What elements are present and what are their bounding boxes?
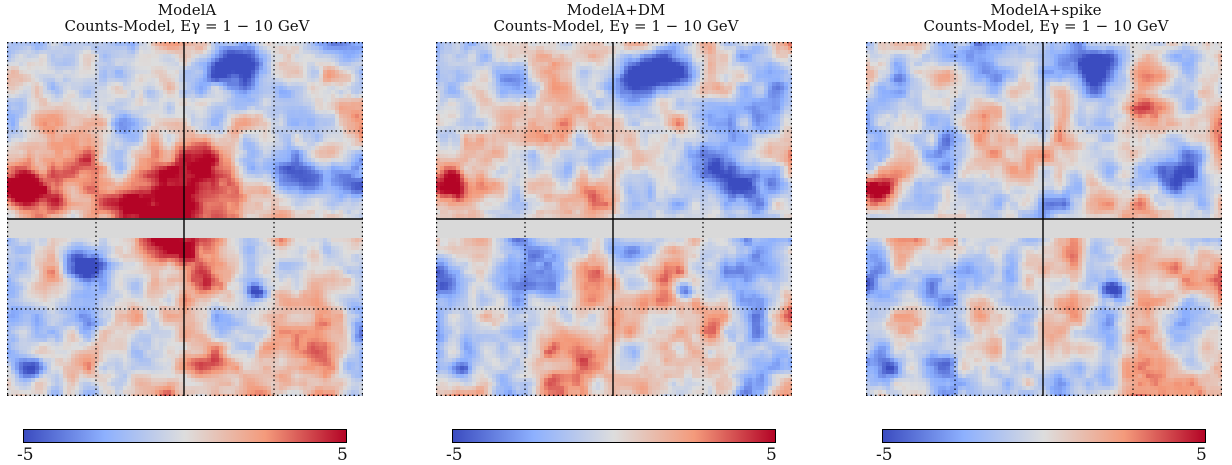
colorbar — [23, 429, 347, 443]
residual-map-modela — [7, 42, 363, 396]
colorbar-min-label: -5 — [876, 446, 893, 464]
panel-title: ModelA — [7, 2, 367, 18]
panel-title: ModelA+DM — [436, 2, 796, 18]
panel-title: ModelA+spike — [866, 2, 1226, 18]
panel-subtitle: Counts-Model, Eγ = 1 − 10 GeV — [436, 18, 796, 34]
colorbar — [452, 429, 776, 443]
residual-map-modela-spike — [866, 42, 1222, 396]
colorbar-min-label: -5 — [17, 446, 34, 464]
colorbar-max-label: 5 — [766, 446, 777, 464]
panel-modela-spike: ModelA+spike Counts-Model, Eγ = 1 − 10 G… — [866, 0, 1226, 465]
panel-subtitle: Counts-Model, Eγ = 1 − 10 GeV — [7, 18, 367, 34]
colorbar-max-label: 5 — [1196, 446, 1207, 464]
panel-modela: ModelA Counts-Model, Eγ = 1 − 10 GeV -5 … — [7, 0, 367, 465]
colorbar — [882, 429, 1206, 443]
residual-map-modela-dm — [436, 42, 792, 396]
panel-modela-dm: ModelA+DM Counts-Model, Eγ = 1 − 10 GeV … — [436, 0, 796, 465]
colorbar-max-label: 5 — [337, 446, 348, 464]
colorbar-min-label: -5 — [446, 446, 463, 464]
panel-subtitle: Counts-Model, Eγ = 1 − 10 GeV — [866, 18, 1226, 34]
